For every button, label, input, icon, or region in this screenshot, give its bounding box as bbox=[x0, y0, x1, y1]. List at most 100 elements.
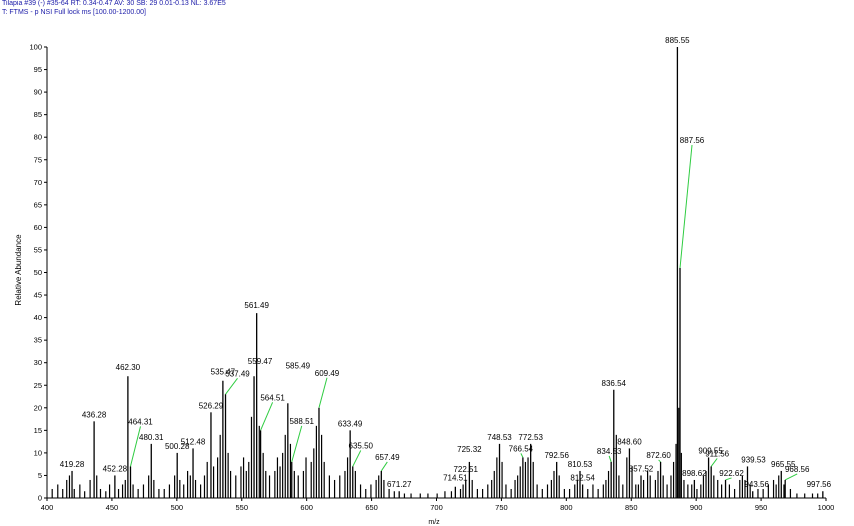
peak-label: 911.56 bbox=[705, 449, 729, 458]
y-tick-label: 20 bbox=[34, 403, 42, 412]
peak-label: 834.53 bbox=[597, 447, 622, 456]
peak-label: 722.51 bbox=[453, 465, 478, 474]
peak-label: 657.49 bbox=[375, 453, 400, 462]
y-tick-label: 50 bbox=[34, 268, 42, 277]
peak-label: 419.28 bbox=[60, 460, 85, 469]
peak-sticks bbox=[51, 47, 824, 498]
peak-label: 848.60 bbox=[617, 437, 642, 446]
y-tick-label: 80 bbox=[34, 133, 42, 142]
x-tick-label: 950 bbox=[755, 503, 768, 512]
y-tick-label: 85 bbox=[34, 110, 42, 119]
peak-label: 887.56 bbox=[680, 136, 705, 145]
peak-label: 537.49 bbox=[225, 369, 250, 378]
y-axis-ticks: 0 5 10 15 20 25 30 35 40 45 50 55 60 65 70 75 80 85 90 95 10… bbox=[29, 43, 47, 503]
peak-label: 585.49 bbox=[286, 361, 311, 370]
peak-label: 609.49 bbox=[315, 369, 340, 378]
y-tick-label: 40 bbox=[34, 313, 42, 322]
peak-label: 968.56 bbox=[785, 465, 810, 474]
peak-label: 633.49 bbox=[338, 419, 363, 428]
peak-label: 872.60 bbox=[646, 451, 671, 460]
y-tick-label: 5 bbox=[38, 471, 42, 480]
peak-label: 464.31 bbox=[128, 417, 153, 426]
peak-callout-line bbox=[520, 453, 524, 458]
peak-label: 588.51 bbox=[290, 417, 315, 426]
peak-callout-line bbox=[658, 459, 661, 463]
peak-label: 997.56 bbox=[807, 480, 832, 489]
peak-label: 812.54 bbox=[570, 473, 595, 482]
y-tick-label: 90 bbox=[34, 88, 42, 97]
spectrum-header-filter: T: FTMS - p NSI Full lock ms [100.00-120… bbox=[2, 9, 146, 16]
peak-label: 526.29 bbox=[199, 401, 224, 410]
x-tick-label: 450 bbox=[106, 503, 119, 512]
y-tick-label: 25 bbox=[34, 381, 42, 390]
peak-label: 725.32 bbox=[457, 445, 482, 454]
peak-label: 561.49 bbox=[244, 301, 269, 310]
peak-labels: 419.28 436.28 452.28 462.30 464.31 480.31500.… bbox=[60, 36, 832, 489]
y-tick-label: 70 bbox=[34, 178, 42, 187]
peak-label: 943.56 bbox=[744, 480, 769, 489]
peak-label: 452.28 bbox=[103, 464, 128, 473]
x-tick-label: 900 bbox=[690, 503, 703, 512]
peak-callout-line bbox=[784, 473, 798, 481]
spectrum-header-scan-info: Tilapia #39 (-) #35-64 RT: 0.34-0.47 AV:… bbox=[2, 0, 226, 7]
peak-callout-line bbox=[291, 425, 303, 463]
peak-label: 922.62 bbox=[719, 469, 744, 478]
y-tick-label: 65 bbox=[34, 200, 42, 209]
peak-label: 909.55 bbox=[698, 446, 723, 455]
peak-label: 939.53 bbox=[741, 455, 766, 464]
y-axis-title: Relative Abundance bbox=[14, 234, 23, 306]
x-tick-label: 500 bbox=[171, 503, 184, 512]
peak-label: 748.53 bbox=[487, 433, 512, 442]
peak-label: 792.56 bbox=[544, 451, 569, 460]
peak-callout-line bbox=[352, 450, 362, 467]
y-tick-label: 15 bbox=[34, 426, 42, 435]
y-tick-label: 10 bbox=[34, 448, 42, 457]
y-tick-label: 45 bbox=[34, 291, 42, 300]
x-tick-label: 650 bbox=[365, 503, 378, 512]
peak-callout-line bbox=[260, 402, 274, 431]
peak-label: 564.51 bbox=[260, 393, 285, 402]
peak-label: 714.51 bbox=[443, 474, 468, 483]
x-tick-label: 850 bbox=[625, 503, 638, 512]
x-tick-label: 750 bbox=[495, 503, 508, 512]
callout-lines bbox=[130, 144, 798, 481]
peak-callout-line bbox=[380, 461, 388, 472]
peak-label: 559.47 bbox=[248, 357, 273, 366]
x-tick-label: 1000 bbox=[818, 503, 835, 512]
y-tick-label: 95 bbox=[34, 65, 42, 74]
peak-callout-line bbox=[608, 455, 612, 463]
peak-label: 500.28 bbox=[165, 442, 190, 451]
y-tick-label: 35 bbox=[34, 336, 42, 345]
y-tick-label: 100 bbox=[29, 43, 42, 52]
peak-label: 535.47 bbox=[211, 368, 236, 377]
y-tick-label: 55 bbox=[34, 245, 42, 254]
peak-label: 836.54 bbox=[602, 379, 627, 388]
x-tick-label: 800 bbox=[560, 503, 573, 512]
peak-callout-line bbox=[725, 477, 732, 481]
y-tick-label: 75 bbox=[34, 155, 42, 164]
axes bbox=[46, 47, 826, 499]
x-tick-label: 550 bbox=[235, 503, 248, 512]
x-axis-ticks: 400 450 500 550 600 650 700 750 800 850 900 950 1000 bbox=[41, 498, 835, 512]
peak-callout-line bbox=[710, 458, 718, 467]
peak-label: 480.31 bbox=[139, 433, 164, 442]
y-tick-label: 30 bbox=[34, 358, 42, 367]
peak-label: 635.50 bbox=[349, 441, 374, 450]
peak-label: 898.62 bbox=[682, 469, 707, 478]
peak-label: 965.55 bbox=[771, 460, 796, 469]
x-tick-label: 600 bbox=[300, 503, 313, 512]
peak-callout-line bbox=[130, 426, 141, 467]
peak-label: 671.27 bbox=[387, 480, 412, 489]
peak-label: 885.55 bbox=[665, 36, 690, 45]
x-tick-label: 700 bbox=[430, 503, 443, 512]
peak-label: 772.53 bbox=[518, 433, 543, 442]
peak-callout-line bbox=[225, 377, 238, 395]
peak-label: 857.52 bbox=[629, 464, 654, 473]
y-tick-label: 0 bbox=[38, 494, 42, 503]
peak-label: 766.54 bbox=[509, 444, 534, 453]
y-tick-label: 60 bbox=[34, 223, 42, 232]
x-tick-label: 400 bbox=[41, 503, 54, 512]
peak-label: 462.30 bbox=[116, 363, 141, 372]
peak-label: 810.53 bbox=[568, 460, 593, 469]
